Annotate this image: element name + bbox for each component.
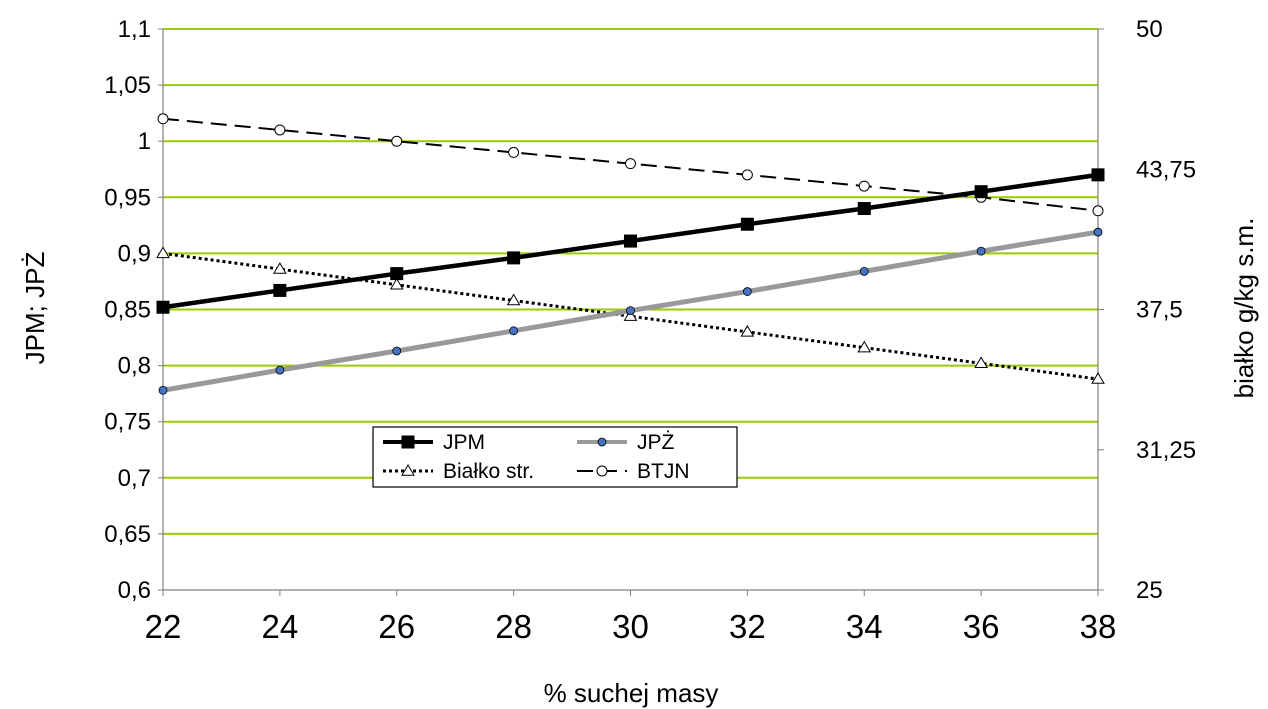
marker-circle — [626, 306, 635, 316]
marker-triangle — [273, 262, 287, 274]
marker-circle — [1093, 227, 1103, 237]
marker-circle-open — [741, 169, 753, 181]
series-btjn — [157, 113, 1104, 217]
marker-triangle — [740, 324, 755, 337]
marker-triangle — [389, 277, 404, 290]
marker-circle-open — [157, 113, 169, 125]
x-tick-label: 24 — [262, 608, 299, 645]
legend-item: JPŻ — [577, 431, 675, 454]
marker-circle — [158, 385, 168, 395]
tick-labels: 0,6 0,65 0,7 0,75 0,8 0,85 0,9 0,95 1 1,05 1,1 25 31… — [104, 16, 1196, 645]
marker-triangle — [401, 464, 415, 476]
x-tick-label: 38 — [1080, 608, 1117, 645]
marker-triangle — [1091, 372, 1105, 384]
marker-triangle — [156, 246, 170, 259]
series-bia-ko-str- — [156, 246, 1105, 384]
x-axis-label: % suchej masy — [544, 678, 719, 708]
x-tick-label: 26 — [378, 608, 415, 645]
marker-circle — [859, 266, 869, 276]
marker-triangle — [623, 309, 638, 321]
marker-circle — [976, 246, 986, 256]
marker-circle-open — [274, 124, 286, 136]
y-right-tick-label: 37,5 — [1136, 297, 1183, 324]
series-layer — [156, 113, 1105, 395]
y-axis-right-label: białko g/kg s.m. — [1229, 218, 1259, 399]
legend-item: JPM — [383, 431, 485, 454]
marker-square — [624, 234, 637, 248]
marker-triangle — [857, 340, 872, 353]
legend-label: JPŻ — [637, 431, 675, 454]
legend-item: BTJN — [577, 460, 690, 483]
series-jpm — [156, 168, 1105, 314]
legend-box — [372, 426, 738, 488]
marker-circle-open — [391, 135, 403, 147]
y-left-tick-label: 0,65 — [104, 521, 151, 548]
y-right-tick-label: 31,25 — [1136, 437, 1196, 464]
legend: JPM JPŻ Białko str. BTJN — [372, 426, 738, 488]
legend-item: Białko str. — [383, 460, 534, 483]
y-left-tick-label: 0,85 — [104, 297, 151, 324]
series-line — [162, 251, 1099, 381]
x-tick-label: 36 — [963, 608, 1000, 645]
y-left-tick-label: 0,7 — [118, 465, 151, 492]
series-jpż — [158, 227, 1103, 395]
marker-circle-open — [1092, 205, 1104, 217]
marker-square — [857, 202, 871, 216]
marker-circle — [509, 326, 519, 336]
x-tick-label: 28 — [495, 608, 532, 645]
marker-circle-open — [625, 158, 636, 170]
y-left-tick-label: 0,9 — [118, 240, 151, 267]
marker-circle-open — [596, 465, 608, 477]
marker-square — [974, 185, 988, 199]
marker-square — [273, 283, 287, 297]
marker-square — [507, 251, 521, 265]
y-left-tick-label: 0,6 — [118, 577, 151, 604]
y-right-tick-label: 43,75 — [1136, 156, 1196, 183]
marker-square — [740, 217, 754, 231]
y-left-tick-label: 1,05 — [104, 72, 151, 99]
marker-square — [1091, 168, 1105, 182]
x-tick-label: 22 — [145, 608, 182, 645]
x-tick-label: 30 — [612, 608, 649, 645]
marker-triangle — [974, 356, 988, 369]
legend-label: JPM — [443, 431, 485, 454]
marker-triangle — [506, 293, 521, 306]
y-left-tick-label: 1,1 — [118, 16, 151, 43]
y-right-tick-label: 25 — [1136, 577, 1163, 604]
marker-circle — [742, 287, 752, 296]
y-right-tick-label: 50 — [1136, 16, 1163, 43]
marker-circle-open — [508, 146, 520, 158]
y-axis-left-label: JPM; JPŻ — [20, 252, 50, 365]
x-tick-label: 32 — [729, 608, 766, 645]
y-left-tick-label: 0,8 — [118, 353, 151, 380]
marker-circle — [275, 365, 285, 375]
x-tick-label: 34 — [846, 608, 883, 645]
marker-square — [401, 435, 415, 449]
y-left-tick-label: 1 — [138, 128, 151, 155]
legend-label: Białko str. — [443, 460, 534, 483]
y-left-tick-label: 0,95 — [104, 184, 151, 211]
marker-circle — [597, 437, 607, 447]
marker-square — [156, 300, 170, 314]
marker-circle-open — [858, 180, 870, 192]
legend-label: BTJN — [637, 460, 690, 483]
y-left-tick-label: 0,75 — [104, 409, 151, 436]
marker-square — [390, 267, 404, 281]
marker-circle — [392, 346, 402, 356]
